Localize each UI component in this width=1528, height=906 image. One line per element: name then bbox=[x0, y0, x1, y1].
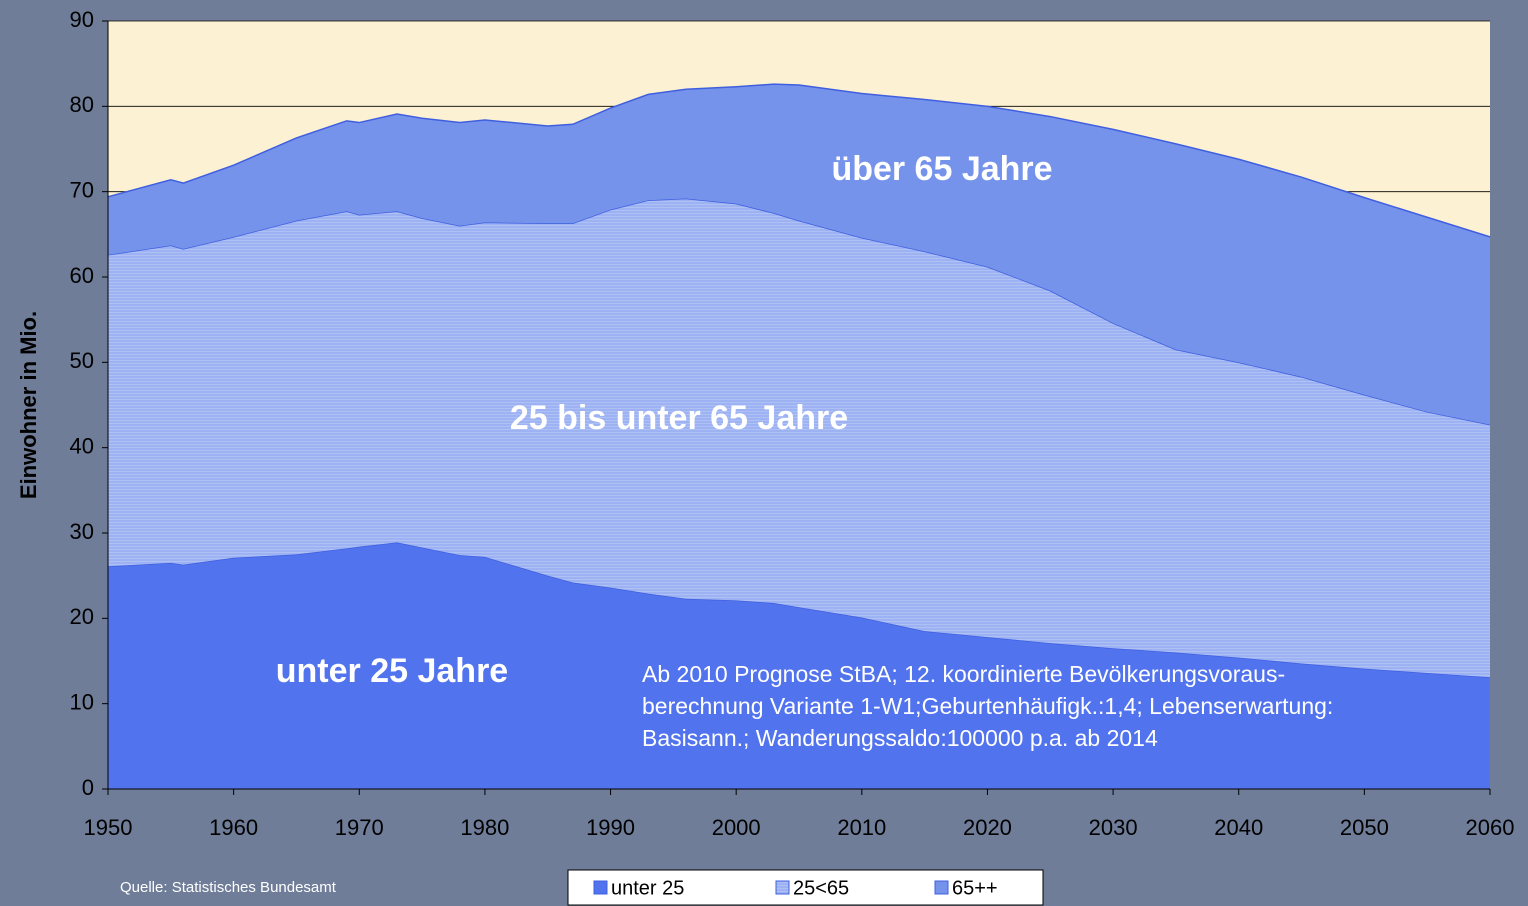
area bbox=[108, 198, 1490, 678]
legend-label: unter 25 bbox=[611, 877, 684, 899]
area-label: 25 bis unter 65 Jahre bbox=[510, 399, 848, 437]
x-tick-label: 2040 bbox=[1214, 815, 1263, 840]
annotation: berechnung Variante 1-W1;Geburtenhäufigk… bbox=[642, 693, 1333, 719]
x-tick-label: 2010 bbox=[837, 815, 886, 840]
y-tick-label: 10 bbox=[70, 689, 94, 714]
x-tick-label: 1960 bbox=[209, 815, 258, 840]
x-tick-label: 2020 bbox=[963, 815, 1012, 840]
legend-label: 25<65 bbox=[793, 877, 849, 899]
y-tick-label: 30 bbox=[70, 519, 94, 544]
legend-swatch bbox=[593, 880, 608, 895]
source: Quelle: Statistisches Bundesamt bbox=[120, 879, 337, 896]
area bbox=[108, 84, 1490, 425]
x-tick-label: 1980 bbox=[460, 815, 509, 840]
y-tick-label: 20 bbox=[70, 604, 94, 629]
y-tick-label: 70 bbox=[70, 177, 94, 202]
area-label: über 65 Jahre bbox=[831, 150, 1052, 188]
y-tick-label: 80 bbox=[70, 92, 94, 117]
x-tick-label: 2000 bbox=[712, 815, 761, 840]
legend-swatch bbox=[775, 880, 790, 895]
annotation: Basisann.; Wanderungssaldo:100000 p.a. a… bbox=[642, 725, 1158, 751]
x-tick-label: 2030 bbox=[1089, 815, 1138, 840]
y-axis-label: Einwohner in Mio. bbox=[16, 311, 41, 499]
x-tick-label: 2050 bbox=[1340, 815, 1389, 840]
annotation: Ab 2010 Prognose StBA; 12. koordinierte … bbox=[642, 661, 1285, 687]
y-tick-label: 0 bbox=[82, 775, 94, 800]
x-tick-label: 2060 bbox=[1466, 815, 1515, 840]
legend-label: 65++ bbox=[952, 877, 998, 899]
y-tick-label: 50 bbox=[70, 348, 94, 373]
x-tick-label: 1990 bbox=[586, 815, 635, 840]
area bbox=[108, 542, 1490, 789]
x-tick-label: 1970 bbox=[335, 815, 384, 840]
area-label: unter 25 Jahre bbox=[276, 652, 508, 690]
y-tick-label: 40 bbox=[70, 433, 94, 458]
y-tick-label: 60 bbox=[70, 263, 94, 288]
legend bbox=[567, 869, 1044, 906]
area-edge bbox=[107, 83, 1491, 238]
legend-swatch bbox=[934, 880, 949, 895]
x-tick-label: 1950 bbox=[84, 815, 133, 840]
y-tick-label: 90 bbox=[70, 7, 94, 32]
